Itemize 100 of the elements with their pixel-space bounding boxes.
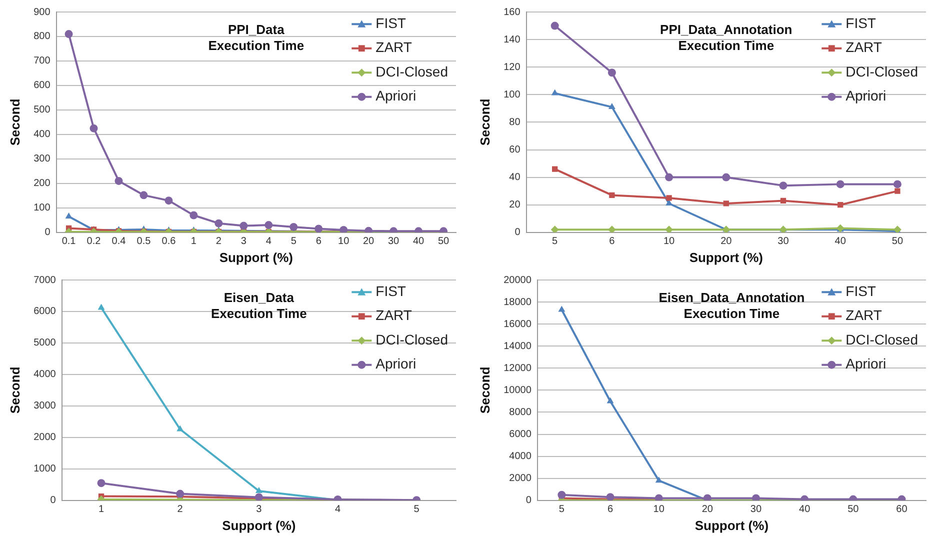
point xyxy=(836,180,844,188)
y-tick-label: 3000 xyxy=(34,400,56,412)
point xyxy=(255,486,262,493)
text: Execution Time xyxy=(208,38,304,54)
y-tick-label: 8000 xyxy=(509,406,532,418)
x-tick-label: 0.4 xyxy=(112,236,126,248)
point xyxy=(551,89,558,96)
point xyxy=(606,397,614,404)
y-tick-label: 900 xyxy=(34,6,51,18)
legend-label: Apriori xyxy=(376,356,416,372)
y-tick-label: 16000 xyxy=(504,318,532,330)
y-tick-label: 140 xyxy=(504,34,521,46)
x-tick-label: 0.5 xyxy=(136,236,152,248)
y-tick-label: 600 xyxy=(34,80,51,92)
text: PPI_Data_Annotation xyxy=(660,22,792,38)
point xyxy=(608,103,616,110)
x-tick-label: 50 xyxy=(892,236,904,248)
y-tick-label: 6000 xyxy=(34,306,56,318)
x-tick-label: 1 xyxy=(98,504,104,516)
legend-label: ZART xyxy=(376,307,412,324)
y-tick-label: 100 xyxy=(504,89,521,100)
point xyxy=(240,222,248,230)
x-tick-label: 40 xyxy=(834,236,846,248)
legend-label: FIST xyxy=(846,282,876,299)
y-tick-label: 100 xyxy=(34,202,51,214)
point xyxy=(214,219,223,228)
y-tick-label: 2000 xyxy=(509,473,532,484)
x-tick-label: 2 xyxy=(177,504,184,516)
x-tick-label: 6 xyxy=(607,504,614,516)
x-tick-label: 4 xyxy=(266,236,272,248)
point xyxy=(558,490,566,499)
point xyxy=(608,226,616,232)
x-axis-title: Support (%) xyxy=(219,250,293,265)
y-tick-label: 80 xyxy=(509,116,521,128)
legend-label: FIST xyxy=(376,14,406,31)
y-tick-label: 40 xyxy=(509,172,521,184)
x-tick-label: 30 xyxy=(388,236,400,248)
x-axis-title: Support (%) xyxy=(689,250,763,265)
text: Execution Time xyxy=(678,38,774,54)
point xyxy=(290,223,298,232)
y-tick-label: 120 xyxy=(504,62,521,73)
y-tick-label: 12000 xyxy=(504,362,532,374)
legend-label: FIST xyxy=(846,14,876,31)
y-tick-label: 4000 xyxy=(34,369,56,380)
point xyxy=(665,226,674,232)
y-tick-label: 0 xyxy=(50,495,56,506)
y-tick-label: 400 xyxy=(34,129,51,140)
y-tick-label: 800 xyxy=(34,31,51,42)
point xyxy=(558,306,566,312)
x-tick-label: 3 xyxy=(240,236,247,248)
y-tick-label: 1000 xyxy=(34,464,56,475)
point xyxy=(894,188,900,194)
y-axis-title: Second xyxy=(7,366,22,414)
x-tick-label: 4 xyxy=(334,504,341,516)
y-tick-label: 7000 xyxy=(34,274,56,286)
y-tick-label: 20 xyxy=(509,200,521,211)
point xyxy=(64,30,73,38)
x-tick-label: 5 xyxy=(552,236,558,248)
x-tick-label: 50 xyxy=(848,504,860,516)
text: Execution Time xyxy=(684,306,780,322)
legend-label: ZART xyxy=(846,307,882,324)
y-axis-title: Second xyxy=(477,366,492,414)
y-tick-label: 20000 xyxy=(504,274,532,286)
y-tick-label: 2000 xyxy=(34,432,56,444)
legend-label: DCI-Closed xyxy=(846,63,918,80)
x-axis-title: Support (%) xyxy=(222,518,296,533)
x-tick-label: 40 xyxy=(799,504,811,516)
legend-label: FIST xyxy=(376,282,406,299)
point xyxy=(550,226,559,232)
point xyxy=(140,191,148,200)
point xyxy=(552,166,558,172)
x-tick-label: 1 xyxy=(190,236,197,248)
point xyxy=(176,425,184,432)
x-tick-label: 6 xyxy=(316,236,322,248)
point xyxy=(666,195,672,201)
legend-label: ZART xyxy=(846,39,882,56)
x-tick-label: 20 xyxy=(720,236,732,248)
point xyxy=(65,212,72,218)
x-tick-label: 60 xyxy=(896,504,908,516)
x-tick-label: 50 xyxy=(438,236,450,248)
point xyxy=(164,196,173,205)
legend-label: Apriori xyxy=(846,88,886,104)
y-tick-label: 14000 xyxy=(504,340,532,352)
point xyxy=(779,182,788,190)
point xyxy=(98,304,105,310)
point xyxy=(722,173,730,182)
text: Eisen_Data xyxy=(224,290,295,306)
x-tick-label: 10 xyxy=(338,236,350,248)
x-tick-label: 10 xyxy=(663,236,676,248)
y-tick-label: 10000 xyxy=(504,384,532,396)
x-tick-label: 5 xyxy=(558,504,565,516)
y-tick-label: 6000 xyxy=(509,429,532,440)
point xyxy=(114,176,123,185)
x-tick-label: 20 xyxy=(702,504,714,516)
point xyxy=(655,476,662,483)
point xyxy=(314,224,323,232)
y-tick-label: 300 xyxy=(34,154,51,165)
x-tick-label: 5 xyxy=(414,504,420,516)
y-tick-label: 4000 xyxy=(509,451,532,462)
legend-label: DCI-Closed xyxy=(376,63,448,80)
